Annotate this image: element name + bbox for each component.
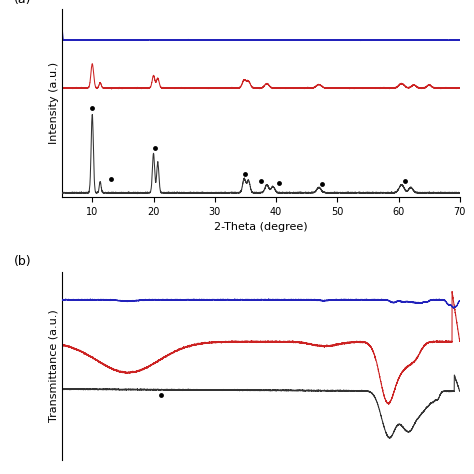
Text: (a): (a) [14, 0, 31, 6]
Y-axis label: Intensity (a.u.): Intensity (a.u.) [49, 62, 59, 145]
Text: (b): (b) [14, 255, 31, 268]
Y-axis label: Transmittance (a.u.): Transmittance (a.u.) [49, 310, 59, 422]
X-axis label: 2-Theta (degree): 2-Theta (degree) [214, 222, 308, 232]
